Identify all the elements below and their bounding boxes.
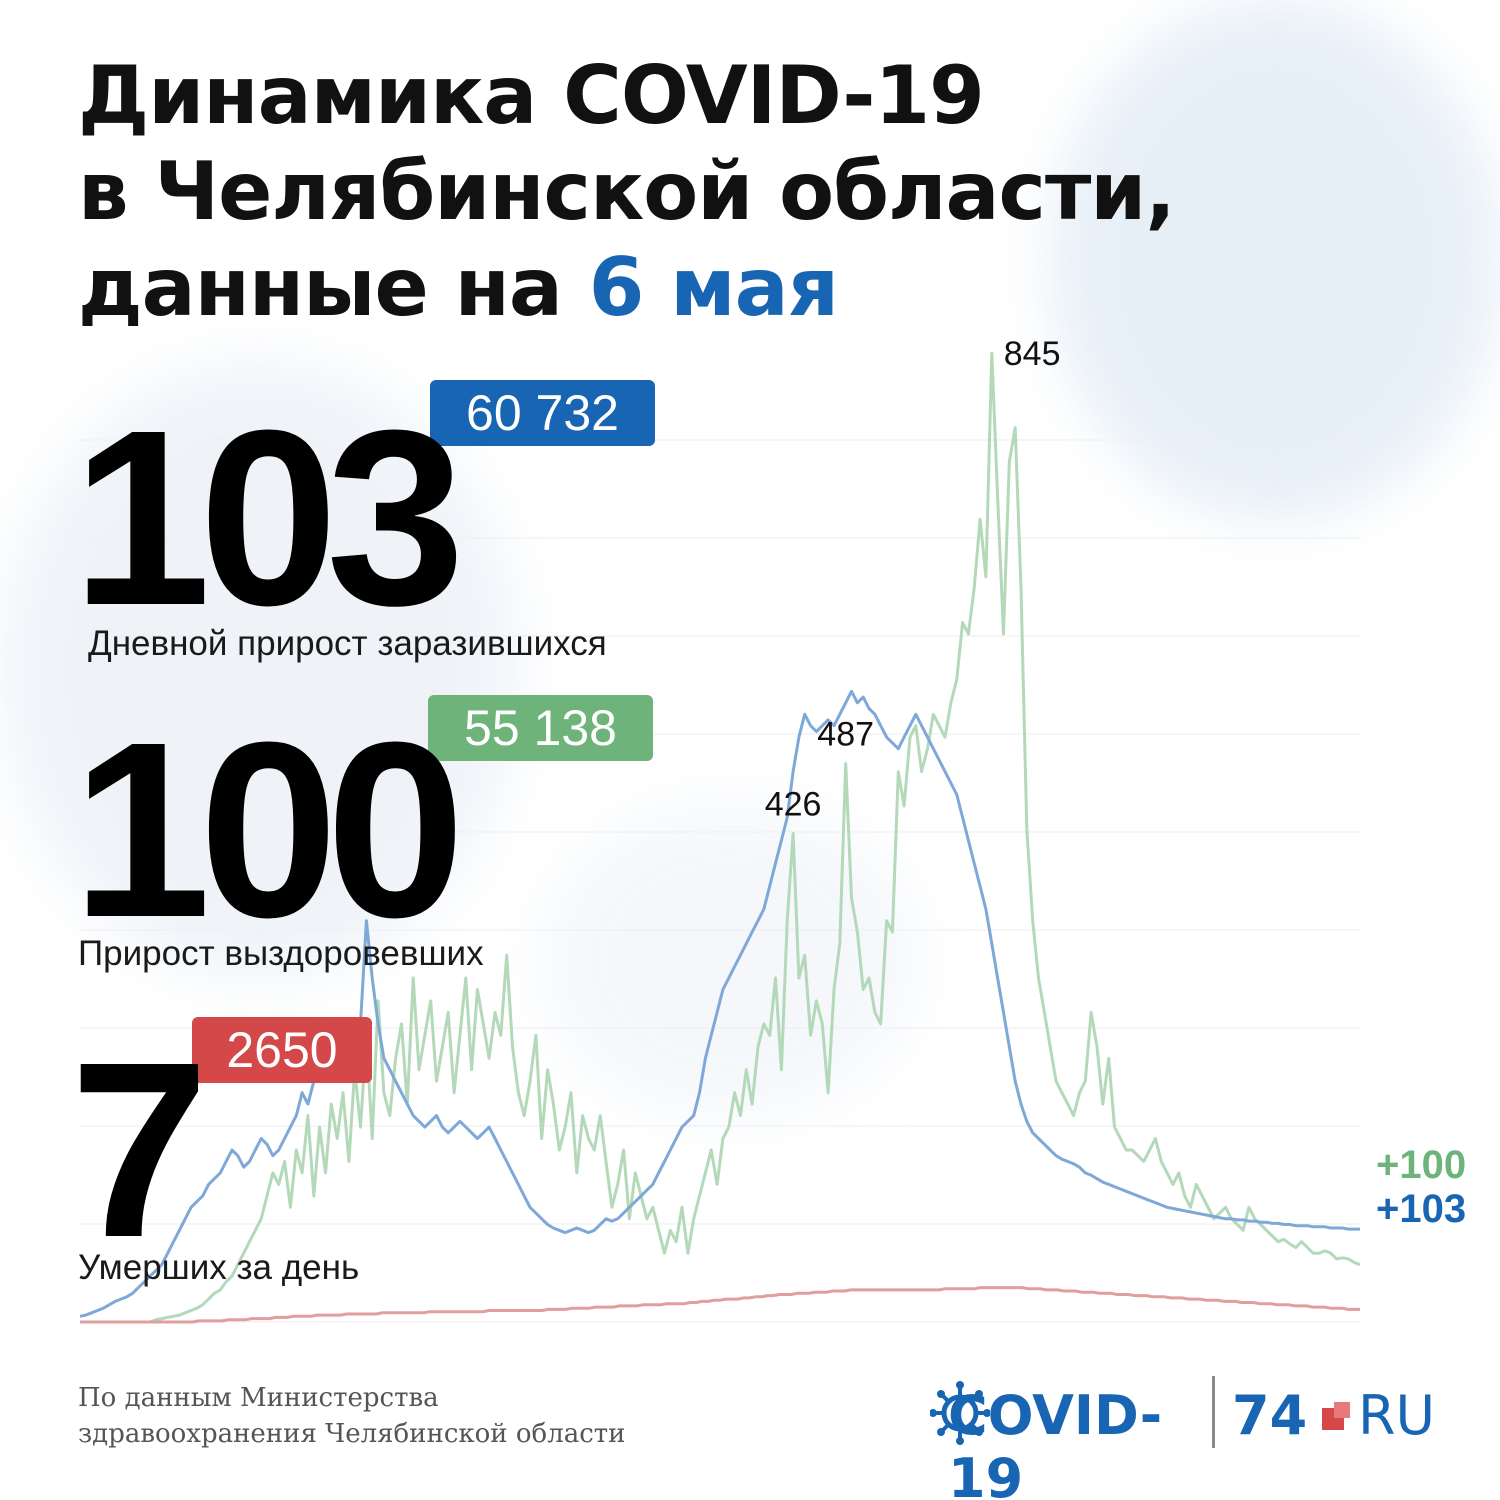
cases-end-label: +103 bbox=[1376, 1187, 1466, 1231]
title-line-3-prefix: данные на bbox=[78, 241, 589, 334]
page-title: Динамика COVID-19 в Челябинской области,… bbox=[78, 48, 1176, 336]
background-virus-texture bbox=[540, 800, 920, 1120]
peak-label-426: 426 bbox=[765, 786, 822, 824]
logo-covid-text: COVID-19 bbox=[948, 1384, 1163, 1500]
deaths-series-line bbox=[80, 1286, 1360, 1324]
recovered-series-line bbox=[80, 351, 1361, 1324]
source-line-2: здравоохранения Челябинской области bbox=[78, 1419, 626, 1449]
logo-74-text: 74 bbox=[1232, 1384, 1308, 1447]
deaths-label: Умерших за день bbox=[78, 1248, 360, 1287]
title-date: 6 мая bbox=[588, 241, 839, 334]
background-virus-texture bbox=[1050, 0, 1500, 520]
recovered-daily-number: 100 bbox=[72, 690, 465, 969]
recovered-total-badge: 55 138 bbox=[428, 695, 653, 761]
recovered-end-label: +100 bbox=[1376, 1143, 1466, 1187]
cases-label: Дневной прирост заразившихся bbox=[88, 624, 607, 663]
logo-divider bbox=[1212, 1376, 1215, 1448]
deaths-daily-number: 7 bbox=[70, 1010, 210, 1289]
background-virus-texture bbox=[0, 360, 520, 980]
cases-series-line bbox=[79, 689, 1360, 1318]
logo-ru-text: RU bbox=[1358, 1384, 1436, 1447]
deaths-total-badge: 2650 bbox=[192, 1017, 372, 1083]
peak-label-487: 487 bbox=[817, 716, 874, 754]
logo-red-square-icon bbox=[1322, 1402, 1350, 1430]
cases-daily-number: 103 bbox=[72, 378, 465, 657]
source-line-1: По данным Министерства bbox=[78, 1383, 439, 1413]
title-line-1: Динамика COVID-19 bbox=[78, 49, 985, 142]
cases-total-badge: 60 732 bbox=[430, 380, 655, 446]
virus-icon bbox=[930, 1381, 990, 1445]
title-line-2: в Челябинской области, bbox=[78, 145, 1176, 238]
data-source: По данным Министерства здравоохранения Ч… bbox=[78, 1380, 626, 1452]
peak-label-845: 845 bbox=[1004, 335, 1061, 373]
recovered-label: Прирост выздоровевших bbox=[78, 934, 484, 973]
